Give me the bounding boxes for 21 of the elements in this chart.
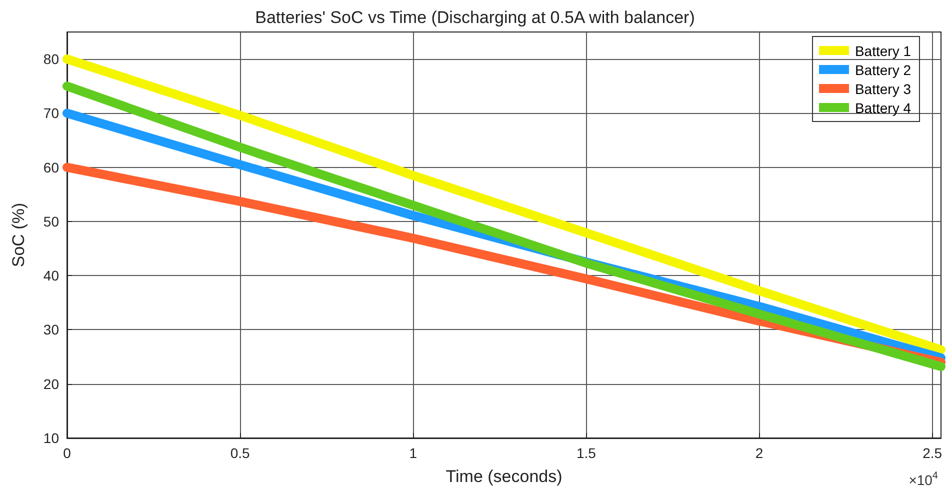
y-tick-label: 20 (43, 376, 60, 392)
y-tick-label: 80 (43, 51, 60, 68)
x-tick-label: 0 (63, 445, 72, 461)
y-tick-label: 60 (43, 159, 60, 176)
x-tick-label: 1 (409, 445, 418, 461)
y-tick-label: 70 (43, 105, 60, 122)
legend-label: Battery 4 (854, 100, 911, 116)
y-tick-label: 40 (43, 268, 60, 284)
x-tick-label: 2 (755, 445, 764, 461)
legend-label: Battery 1 (854, 42, 911, 58)
y-axis-title: SoC (%) (9, 202, 28, 268)
x-axis-title: Time (seconds) (446, 467, 562, 486)
chart-title: Batteries' SoC vs Time (Discharging at 0.5A with balancer) (255, 8, 695, 27)
legend-label: Battery 2 (854, 62, 911, 78)
x-tick-label: 1.5 (576, 445, 596, 461)
y-tick-label: 10 (43, 430, 60, 446)
x-tick-label: 2.5 (922, 445, 942, 461)
legend-label: Battery 3 (854, 80, 911, 96)
x-tick-label: 0.5 (230, 445, 250, 461)
y-tick-label: 50 (43, 213, 60, 230)
y-tick-label: 30 (43, 322, 60, 338)
